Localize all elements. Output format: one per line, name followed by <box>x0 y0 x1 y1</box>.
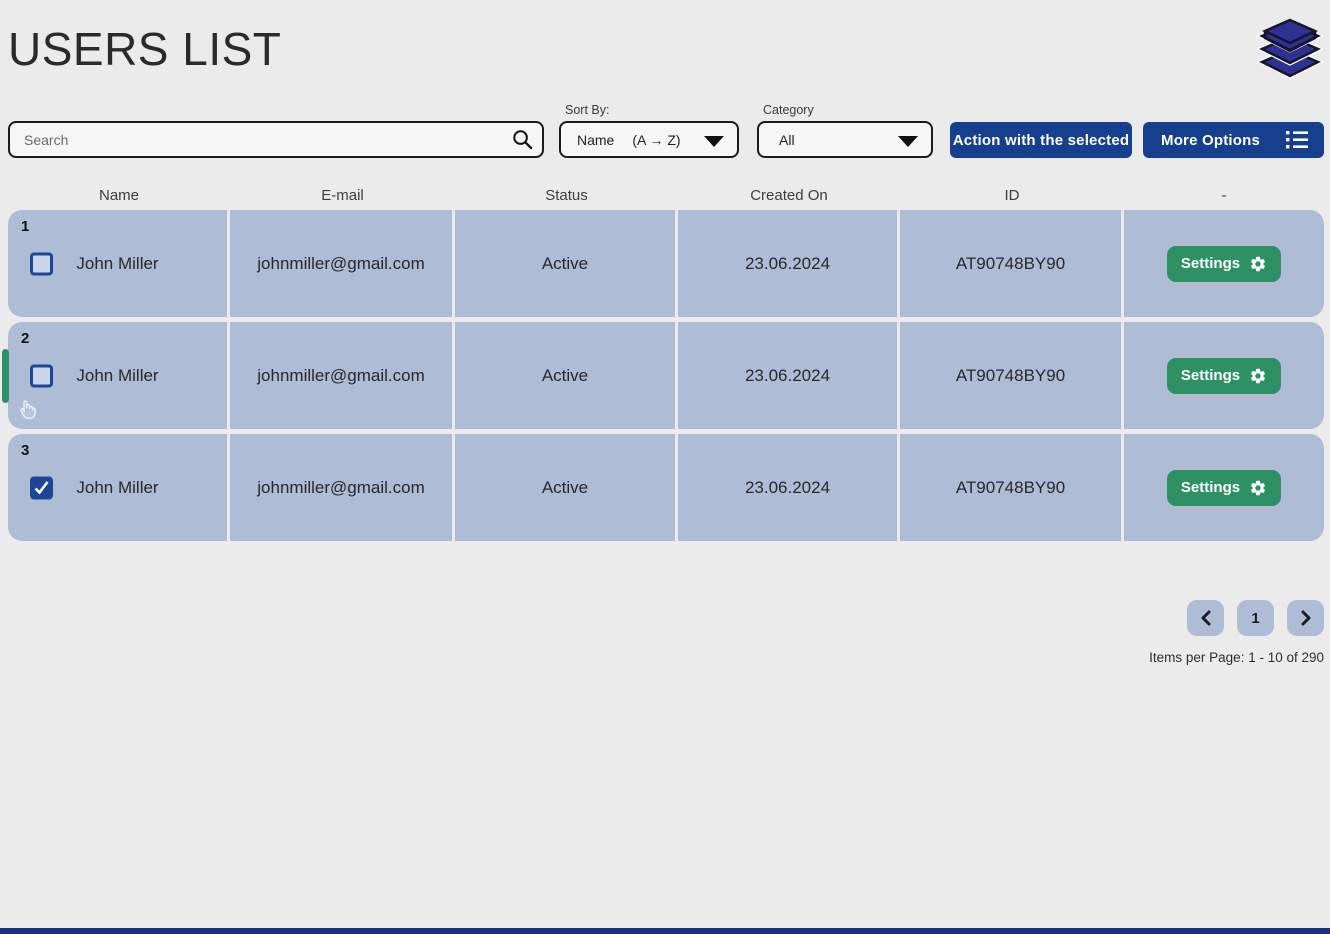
search-input[interactable] <box>8 121 544 158</box>
user-status: Active <box>455 322 678 429</box>
chevron-down-icon <box>704 136 724 147</box>
user-status: Active <box>455 434 678 541</box>
action-with-selected-button[interactable]: Action with the selected <box>950 122 1132 158</box>
user-created-on: 23.06.2024 <box>678 434 900 541</box>
table-header: Name E-mail Status Created On ID - <box>8 187 1324 204</box>
user-email: johnmiller@gmail.com <box>230 210 455 317</box>
user-id: AT90748BY90 <box>900 322 1124 429</box>
next-page-button[interactable] <box>1287 600 1324 636</box>
sort-by-dropdown[interactable]: Name (A → Z) <box>559 121 739 158</box>
page-title: USERS LIST <box>8 23 282 75</box>
chevron-left-icon <box>1201 610 1210 626</box>
table-row: 3 John Miller johnmiller@gmail.com Activ… <box>8 434 1324 541</box>
settings-button-label: Settings <box>1180 255 1241 272</box>
more-options-label: More Options <box>1161 131 1261 149</box>
search-icon[interactable] <box>512 129 533 150</box>
sort-by-order: (A → Z) <box>632 131 681 148</box>
table-row: 2 John Miller johnmiller@gmail.com Activ… <box>2 322 1324 429</box>
category-dropdown[interactable]: All <box>757 121 933 158</box>
user-email: johnmiller@gmail.com <box>230 322 455 429</box>
settings-button[interactable]: Settings <box>1166 469 1282 506</box>
sort-by-label: Sort By: <box>565 103 610 117</box>
user-created-on: 23.06.2024 <box>678 210 900 317</box>
hand-pointer-cursor-icon <box>20 400 36 420</box>
row-checkbox[interactable] <box>30 476 53 499</box>
pagination: 1 <box>1187 600 1324 636</box>
user-status: Active <box>455 210 678 317</box>
checkmark-icon <box>34 480 49 494</box>
footer-bar <box>0 928 1330 934</box>
settings-button[interactable]: Settings <box>1166 357 1282 394</box>
settings-button-label: Settings <box>1180 367 1241 384</box>
row-checkbox[interactable] <box>30 252 53 275</box>
sort-by-value: Name <box>577 131 615 148</box>
column-header-created-on: Created On <box>750 187 828 204</box>
bullet-list-icon <box>1286 131 1308 149</box>
column-header-id: ID <box>1004 187 1020 204</box>
category-value: All <box>779 131 795 148</box>
category-label: Category <box>763 103 814 117</box>
search-field <box>8 121 544 158</box>
gear-icon <box>1251 256 1266 271</box>
row-number: 1 <box>21 218 30 235</box>
user-id: AT90748BY90 <box>900 434 1124 541</box>
user-name: John Miller <box>76 253 159 273</box>
chevron-down-icon <box>898 136 918 147</box>
page-number-button[interactable]: 1 <box>1237 600 1274 636</box>
user-created-on: 23.06.2024 <box>678 322 900 429</box>
user-email: johnmiller@gmail.com <box>230 434 455 541</box>
previous-page-button[interactable] <box>1187 600 1224 636</box>
column-header-status: Status <box>545 187 588 204</box>
user-name: John Miller <box>76 365 159 385</box>
row-number: 2 <box>21 330 30 347</box>
items-per-page-text: Items per Page: 1 - 10 of 290 <box>1149 650 1324 665</box>
app-logo-icon <box>1256 18 1324 79</box>
user-name: John Miller <box>76 477 159 497</box>
chevron-right-icon <box>1301 610 1310 626</box>
table-row: 1 John Miller johnmiller@gmail.com Activ… <box>8 210 1324 317</box>
settings-button-label: Settings <box>1180 479 1241 496</box>
more-options-button[interactable]: More Options <box>1143 122 1324 158</box>
column-header-email: E-mail <box>321 187 364 204</box>
column-header-name: Name <box>98 187 139 204</box>
gear-icon <box>1251 368 1266 383</box>
column-header-actions: - <box>1221 187 1227 204</box>
row-number: 3 <box>21 442 30 459</box>
gear-icon <box>1251 480 1266 495</box>
table-body: 1 John Miller johnmiller@gmail.com Activ… <box>2 210 1324 546</box>
row-checkbox[interactable] <box>30 364 53 387</box>
settings-button[interactable]: Settings <box>1166 245 1282 282</box>
user-id: AT90748BY90 <box>900 210 1124 317</box>
